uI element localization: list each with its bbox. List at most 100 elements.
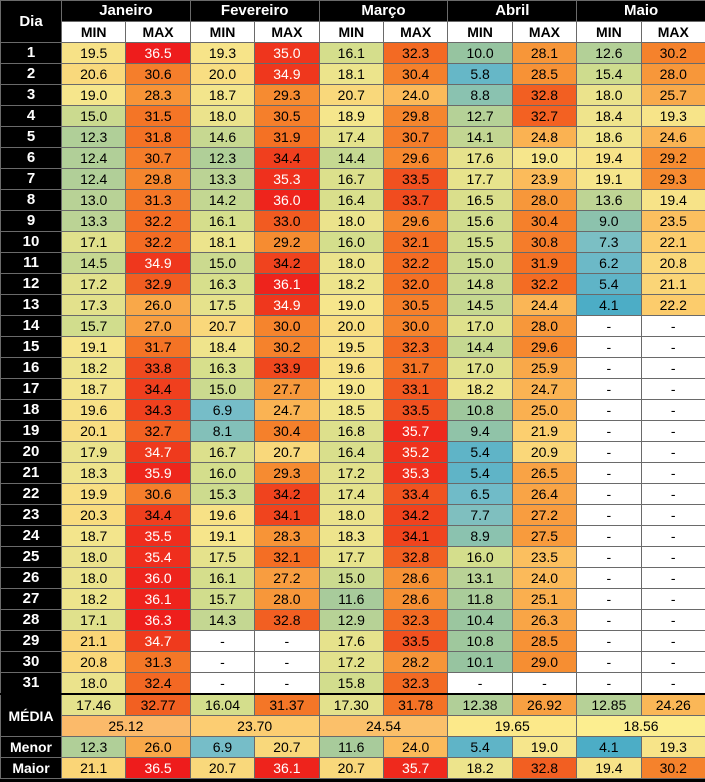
min-value: 18.2 (60, 357, 127, 379)
max-value: - (640, 399, 705, 421)
day-number: 26 (0, 567, 62, 589)
min-value: - (576, 651, 642, 673)
min-value: 8.9 (447, 525, 513, 547)
day-number: 20 (0, 441, 62, 463)
table-row: 13 17.3 26.0 17.5 34.9 19.0 30.5 14.5 24.4 4.1 22.… (0, 294, 705, 316)
min-header: MIN (60, 21, 127, 43)
max-value: 28.5 (511, 630, 578, 652)
max-value: 34.7 (125, 441, 191, 463)
max-value: 36.1 (125, 588, 191, 610)
table-row: 2 20.6 30.6 20.0 34.9 18.1 30.4 5.8 28.5 15.4 28.0 (0, 63, 705, 85)
min-header: MIN (189, 21, 256, 43)
max-value: 30.2 (640, 42, 705, 64)
max-value: - (640, 420, 705, 442)
max-value: 28.6 (382, 588, 449, 610)
min-value: 10.8 (447, 630, 513, 652)
max-value: 34.2 (382, 504, 449, 526)
min-value: 10.1 (447, 651, 513, 673)
min-value: 18.4 (189, 336, 256, 358)
media-label: MÉDIA (0, 693, 62, 737)
day-number: 27 (0, 588, 62, 610)
maior-value: 21.1 (60, 757, 127, 779)
min-value: 20.7 (318, 84, 384, 106)
menor-value: 19.3 (640, 736, 705, 758)
maior-value: 32.8 (511, 757, 578, 779)
min-value: 17.0 (447, 315, 513, 337)
max-value: 33.9 (254, 357, 320, 379)
max-value: - (640, 315, 705, 337)
min-value: 18.0 (318, 252, 384, 274)
media-value: 26.92 (511, 693, 578, 716)
min-value: 10.8 (447, 399, 513, 421)
max-value: - (640, 504, 705, 526)
table-row: 4 15.0 31.5 18.0 30.5 18.9 29.8 12.7 32.7 18.4 19.… (0, 105, 705, 127)
table-row: 11 14.5 34.9 15.0 34.2 18.0 32.2 15.0 31.9 6.2 20.… (0, 252, 705, 274)
min-value: 18.1 (318, 63, 384, 85)
min-value: 18.2 (318, 273, 384, 295)
max-value: 28.3 (125, 84, 191, 106)
min-value: - (576, 504, 642, 526)
max-value: - (640, 336, 705, 358)
day-number: 21 (0, 462, 62, 484)
day-number: 16 (0, 357, 62, 379)
max-header: MAX (254, 21, 320, 43)
menor-label: Menor (0, 736, 62, 758)
min-value: 18.0 (60, 672, 127, 695)
max-value: 34.4 (254, 147, 320, 169)
table-row: 16 18.2 33.8 16.3 33.9 19.6 31.7 17.0 25.9- - (0, 357, 705, 379)
media-value: 17.46 (60, 693, 127, 716)
min-value: - (576, 630, 642, 652)
min-value: 14.5 (60, 252, 127, 274)
min-value: 15.4 (576, 63, 642, 85)
media-total-marco: 24.54 (318, 715, 449, 737)
min-header: MIN (447, 21, 513, 43)
max-value: 30.4 (382, 63, 449, 85)
min-value: - (576, 441, 642, 463)
max-value: 34.9 (254, 63, 320, 85)
min-value: 19.0 (318, 378, 384, 400)
max-value: 28.5 (511, 63, 578, 85)
min-value: - (576, 567, 642, 589)
min-value: 7.7 (447, 504, 513, 526)
min-value: 19.0 (60, 84, 127, 106)
max-value: - (640, 567, 705, 589)
min-value: 17.6 (318, 630, 384, 652)
min-value: 18.7 (189, 84, 256, 106)
min-value: 19.4 (576, 147, 642, 169)
table-row: 28 17.1 36.3 14.3 32.8 12.9 32.3 10.4 26.3- - (0, 609, 705, 631)
max-value: 28.0 (511, 189, 578, 211)
max-value: 33.0 (254, 210, 320, 232)
table-row: 21 18.3 35.9 16.0 29.3 17.2 35.3 5.4 26.5- - (0, 462, 705, 484)
max-value: 30.7 (382, 126, 449, 148)
min-value: 18.7 (60, 525, 127, 547)
max-value: 32.1 (382, 231, 449, 253)
min-value: 14.1 (447, 126, 513, 148)
max-value: 34.4 (125, 378, 191, 400)
day-number: 14 (0, 315, 62, 337)
min-value: - (576, 378, 642, 400)
max-value: 30.6 (125, 63, 191, 85)
max-value: 29.2 (254, 231, 320, 253)
max-value: 24.7 (254, 399, 320, 421)
table-row: 26 18.0 36.0 16.1 27.2 15.0 28.6 13.1 24.0- - (0, 567, 705, 589)
max-value: - (640, 651, 705, 673)
day-number: 7 (0, 168, 62, 190)
max-value: 32.9 (125, 273, 191, 295)
max-value: 27.5 (511, 525, 578, 547)
table-row: 24 18.7 35.5 19.1 28.3 18.3 34.1 8.9 27.5- - (0, 525, 705, 547)
min-value: - (576, 672, 642, 695)
max-value: 32.2 (125, 210, 191, 232)
max-value: 22.2 (640, 294, 705, 316)
min-value: 18.0 (60, 546, 127, 568)
max-value: 27.2 (511, 504, 578, 526)
table-row: 31 18.0 32.4- -15.8 32.3- - - - (0, 672, 705, 695)
min-value: 11.6 (318, 588, 384, 610)
max-header: MAX (640, 21, 705, 43)
max-value: 34.9 (254, 294, 320, 316)
min-value: 20.8 (60, 651, 127, 673)
min-value: 17.2 (318, 462, 384, 484)
min-value: 12.7 (447, 105, 513, 127)
month-header-abril: Abril (447, 0, 578, 22)
min-value: 13.0 (60, 189, 127, 211)
